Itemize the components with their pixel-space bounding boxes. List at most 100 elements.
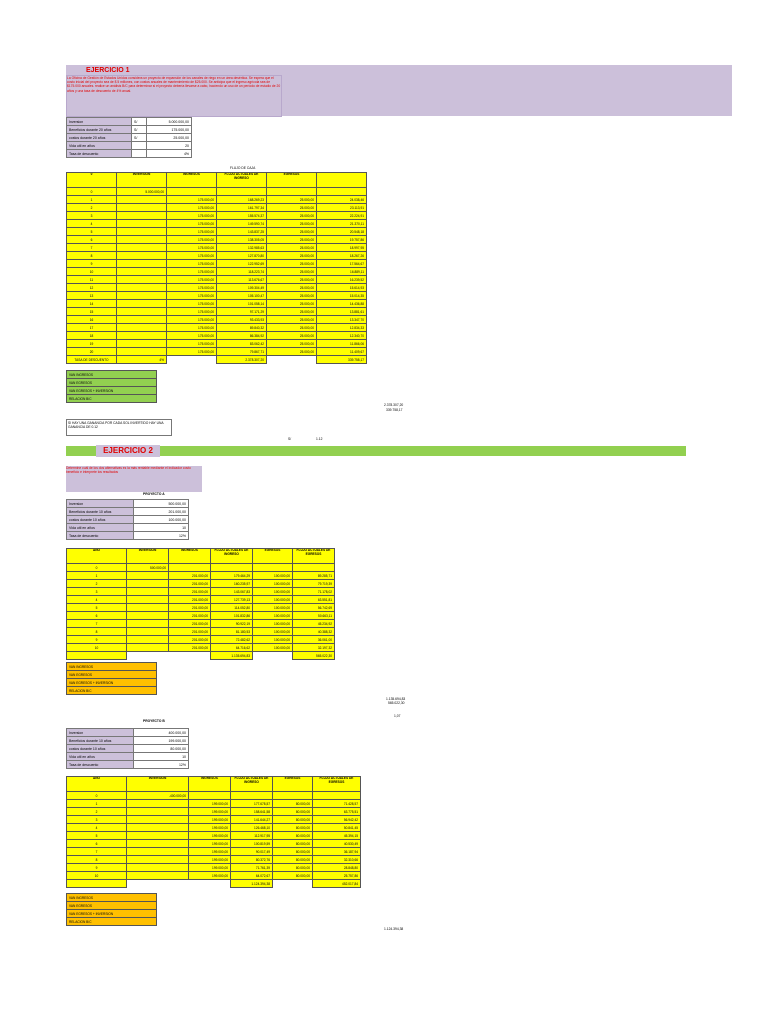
legend-item: VAN INGRESOS [66,370,157,379]
table-cell: 25.000,00 [266,219,317,228]
param-row: costos durante 10 años 100.000,00 [66,515,189,524]
param-label: Vida util en años [66,752,134,761]
table-cell: 4 [66,219,117,228]
footer-cell [252,651,293,660]
legend-item: VAN EGRESOS [66,670,157,679]
param-value: 5.000.000,00 [146,117,192,126]
param-value: 25.000,00 [146,133,192,142]
table-cell: 201.000,00 [168,587,211,596]
param-currency [131,149,147,158]
table-cell: 25.000,00 [266,323,317,332]
table-cell: 40.388,32 [292,627,335,636]
table-cell [126,831,189,840]
table-cell: 143.067,83 [210,587,253,596]
table-cell: 9 [66,635,127,644]
table-cell: 4 [66,823,127,832]
table-cell: 0 [66,563,127,572]
table-cell [230,791,273,800]
table-cell: 168.269,23 [216,195,267,204]
table-cell: 24.038,46 [316,195,367,204]
table-cell: 3 [66,815,127,824]
param-label: Vida util en años [66,141,132,150]
table-cell [116,315,167,324]
table-cell: 80.000,00 [272,831,313,840]
table-cell [116,267,167,276]
table-cell [126,643,169,652]
table-row: 19 175.000,00 83.062,42 25.000,00 11.866,06 [66,339,367,348]
table-cell: 175.000,00 [166,235,217,244]
table-cell: 13.347,70 [316,315,367,324]
table-cell: 12.340,70 [316,331,367,340]
table-row: 17 175.000,00 89.840,32 25.000,00 12.834,33 [66,323,367,332]
table-cell: 36.187,94 [312,847,361,856]
param-value: 4% [146,149,192,158]
footer-cell: 4% [116,355,167,364]
table-footer-row: 1.135.694,83 565.022,30 [66,651,335,660]
table-row: 16 175.000,00 93.433,93 25.000,00 13.347,70 [66,315,367,324]
table-cell: 2 [66,203,117,212]
table-row: 5 199.000,00 112.917,95 80.000,00 45.394,15 [66,831,361,840]
table-cell: 100.000,00 [252,643,293,652]
table-row: 9 199.000,00 71.761,39 80.000,00 28.848,80 [66,863,361,872]
table-cell [166,187,217,196]
column-header [316,172,367,188]
footer-cell [126,879,189,888]
table-cell [116,323,167,332]
legend-item: RELACION B/C [66,394,157,403]
table-cell: 175.000,00 [166,299,217,308]
table-cell: 89.840,32 [216,323,267,332]
ex2-description: Determine cuál de los dos alternativas e… [66,466,202,492]
table-row: 4 201.000,00 127.739,13 100.000,00 63.551,81 [66,595,335,604]
table-cell: 25.000,00 [266,195,317,204]
table-cell: 25.000,00 [266,235,317,244]
table-cell [252,563,293,572]
footer-cell [168,651,211,660]
table-cell: 175.000,00 [166,275,217,284]
table-cell: 25.000,00 [266,251,317,260]
table-cell: 79.867,71 [216,347,267,356]
table-cell: 199.000,00 [188,839,231,848]
table-cell: 199.000,00 [188,863,231,872]
table-cell: 56.742,69 [292,603,335,612]
table-cell: 199.000,00 [188,855,231,864]
table-cell: 1 [66,571,127,580]
table-row: 1 175.000,00 168.269,23 25.000,00 24.038,46 [66,195,367,204]
column-header: EGRESOS [266,172,317,188]
table-row: 8 175.000,00 127.870,80 25.000,00 18.267,26 [66,251,367,260]
table-row: 12 175.000,00 109.304,49 25.000,00 15.614,93 [66,283,367,292]
param-value: 199.000,00 [133,736,189,745]
table-cell [126,855,189,864]
table-cell: 97.171,29 [216,307,267,316]
table-cell: 175.000,00 [166,347,217,356]
table-cell: 7 [66,243,117,252]
table-cell: 25.000,00 [266,307,317,316]
table-cell: 56.942,42 [312,815,361,824]
column-header: FLUJO ACTUALES DE EGRESOS [312,776,361,792]
table-row: 11 175.000,00 113.676,67 25.000,00 16.239,52 [66,275,367,284]
table-cell: 179.464,29 [210,571,253,580]
table-cell [312,791,361,800]
table-cell [292,563,335,572]
table-cell [126,587,169,596]
table-row: 4 175.000,00 149.590,74 25.000,00 21.370,11 [66,219,367,228]
param-label: costos durante 20 años [66,133,132,142]
table-cell: 175.000,00 [166,291,217,300]
param-label: Tasa de descuento [66,149,132,158]
table-cell: 25.000,00 [266,347,317,356]
table-cell: 175.000,00 [166,323,217,332]
column-header: INGRESOS [166,172,217,188]
legend-item: VAN EGRESOS + INVERSION [66,678,157,687]
column-header: INVERSION [116,172,167,188]
table-row: 5 175.000,00 143.837,25 25.000,00 20.548,18 [66,227,367,236]
table-cell [126,815,189,824]
table-cell: 16 [66,315,117,324]
table-cell: 100.819,59 [230,839,273,848]
projB-legend-table: VAN INGRESOS VAN EGRESOS VAN EGRESOS + INV… [66,893,157,926]
table-cell: 80.000,00 [272,855,313,864]
table-cell: 36.061,00 [292,635,335,644]
table-cell: 28.848,80 [312,863,361,872]
table-cell: 12 [66,283,117,292]
table-cell: 126.468,10 [230,823,273,832]
table-cell: 32.310,66 [312,855,361,864]
projB-title: PROYECTO B [143,719,165,723]
